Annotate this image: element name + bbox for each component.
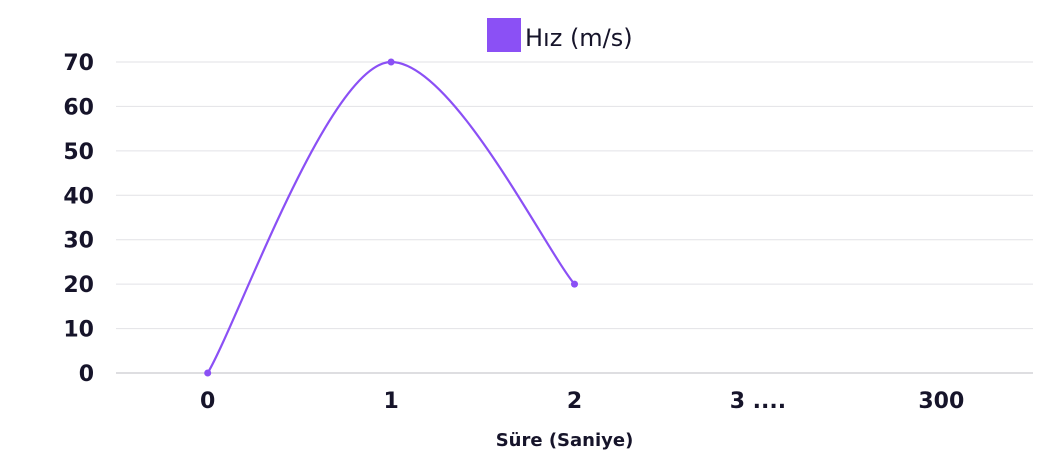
x-axis-title: Süre (Saniye) (496, 430, 634, 451)
y-tick-label: 0 (79, 362, 94, 387)
y-tick-label: 10 (63, 318, 94, 343)
data-point[interactable] (571, 280, 578, 288)
x-tick-label: 2 (567, 389, 582, 414)
y-tick-label: 70 (63, 51, 94, 76)
x-tick-label: 1 (383, 389, 398, 414)
data-point[interactable] (204, 369, 212, 377)
x-tick-label: 0 (200, 389, 215, 414)
data-point[interactable] (387, 58, 395, 66)
y-tick-label: 20 (63, 273, 94, 298)
series-layer (204, 58, 578, 377)
x-tick-label: 300 (918, 389, 964, 414)
y-tick-label: 40 (63, 184, 94, 209)
y-tick-label: 50 (63, 140, 94, 165)
y-tick-label: 30 (63, 229, 94, 254)
x-tick-label: 3 .... (730, 389, 786, 414)
gridlines (116, 61, 1033, 330)
legend[interactable]: Hız (m/s) (487, 18, 633, 52)
series-line (206, 60, 576, 374)
y-axis-ticks: 0 10 20 30 40 50 60 70 (63, 51, 94, 387)
legend-label: Hız (m/s) (525, 24, 633, 52)
legend-swatch (487, 18, 521, 52)
y-tick-label: 60 (63, 95, 94, 120)
x-axis-ticks: 0 1 2 3 .... 300 (200, 389, 964, 414)
